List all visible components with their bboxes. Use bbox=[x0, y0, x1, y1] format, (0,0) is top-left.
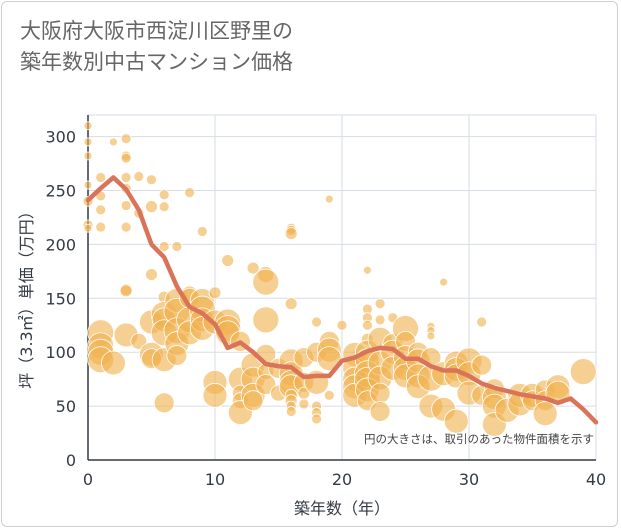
bubble-point bbox=[133, 171, 145, 182]
bubble-point bbox=[298, 398, 310, 410]
bubble-point bbox=[246, 261, 260, 275]
bubble-point bbox=[196, 226, 208, 237]
trend-line bbox=[85, 175, 599, 425]
bubble-point bbox=[311, 316, 323, 328]
y-tick-label: 100 bbox=[45, 343, 76, 362]
bubble-point bbox=[532, 401, 558, 427]
chart-title: 大阪府大阪市西淀川区野里の 築年数別中古マンション価格 bbox=[20, 16, 500, 78]
bubble-point bbox=[145, 200, 158, 214]
x-axis-ticks: 0 10 20 30 40 bbox=[83, 470, 606, 489]
bubble-point bbox=[569, 358, 597, 385]
bubble-point bbox=[202, 382, 228, 408]
bubble-point bbox=[158, 189, 170, 201]
bubble-point bbox=[109, 137, 118, 147]
bubble-point bbox=[362, 265, 372, 275]
bubble-point bbox=[221, 254, 235, 267]
x-axis-label: 築年数（年） bbox=[294, 499, 390, 518]
bubble-point bbox=[369, 401, 391, 422]
bubble-point bbox=[95, 204, 107, 216]
y-axis-label: 坪（3.3㎡）単価（万円） bbox=[17, 203, 36, 388]
bubble-point bbox=[158, 201, 170, 213]
bubble-point bbox=[83, 180, 93, 190]
bubble-point bbox=[171, 241, 183, 252]
bubble-point bbox=[158, 241, 170, 252]
bubble-point bbox=[323, 389, 335, 401]
x-tick-label: 40 bbox=[586, 470, 606, 489]
bubble-point bbox=[443, 408, 469, 434]
x-tick-label: 30 bbox=[459, 470, 479, 489]
bubble-point bbox=[426, 331, 436, 341]
bubble-size-note: 円の大きさは、取引のあった物件面積を示す bbox=[364, 432, 594, 446]
bubble-series bbox=[82, 121, 597, 437]
y-tick-label: 250 bbox=[45, 181, 76, 200]
bubble-point bbox=[83, 223, 93, 233]
bubble-point bbox=[252, 268, 280, 296]
bubble-point bbox=[95, 221, 107, 233]
y-tick-label: 200 bbox=[45, 235, 76, 254]
bubble-point bbox=[471, 354, 493, 376]
y-tick-label: 0 bbox=[66, 451, 76, 470]
y-tick-label: 300 bbox=[45, 128, 76, 147]
bubble-point bbox=[242, 390, 264, 412]
bubble-point bbox=[439, 277, 449, 287]
bubble-point bbox=[120, 221, 132, 233]
bubble-point bbox=[166, 345, 188, 366]
bubble-point bbox=[374, 298, 386, 310]
bubble-point bbox=[369, 382, 391, 404]
bubble-point bbox=[255, 374, 277, 395]
chart-title-line-1: 大阪府大阪市西淀川区野里の bbox=[20, 19, 293, 43]
bubble-point bbox=[120, 133, 132, 145]
bubble-point bbox=[284, 297, 298, 311]
bubble-point bbox=[336, 319, 348, 331]
y-tick-label: 150 bbox=[45, 289, 76, 308]
y-axis-ticks: 0 50 100 150 200 250 300 bbox=[45, 128, 76, 470]
x-tick-label: 10 bbox=[205, 470, 225, 489]
bubble-point bbox=[316, 346, 342, 372]
bubble-point bbox=[83, 137, 93, 147]
bubble-point bbox=[208, 286, 222, 300]
bubble-point bbox=[120, 172, 132, 183]
bubble-point bbox=[184, 187, 196, 199]
bubble-point bbox=[95, 172, 107, 183]
bubble-point bbox=[284, 227, 298, 240]
bubble-point bbox=[120, 200, 132, 211]
bubble-point bbox=[145, 268, 158, 281]
y-tick-label: 50 bbox=[56, 397, 76, 416]
bubble-point bbox=[101, 350, 126, 376]
bubble-point bbox=[252, 306, 280, 334]
x-tick-label: 20 bbox=[332, 470, 352, 489]
bubble-point bbox=[311, 413, 323, 425]
bubble-point bbox=[146, 174, 157, 186]
trend-line-series bbox=[85, 175, 599, 425]
bubble-point bbox=[285, 406, 297, 417]
bubble-point bbox=[153, 392, 175, 414]
bubble-point bbox=[361, 319, 373, 331]
chart-title-line-2: 築年数別中古マンション価格 bbox=[20, 50, 293, 74]
x-tick-label: 0 bbox=[83, 470, 93, 489]
bubble-point bbox=[324, 194, 334, 204]
bubble-point bbox=[120, 152, 132, 164]
bubble-point bbox=[374, 314, 386, 326]
bubble-point bbox=[83, 121, 93, 131]
bubble-point bbox=[130, 333, 148, 350]
bubble-point bbox=[119, 284, 133, 298]
bubble-point bbox=[476, 316, 488, 328]
bubble-point bbox=[83, 151, 93, 161]
